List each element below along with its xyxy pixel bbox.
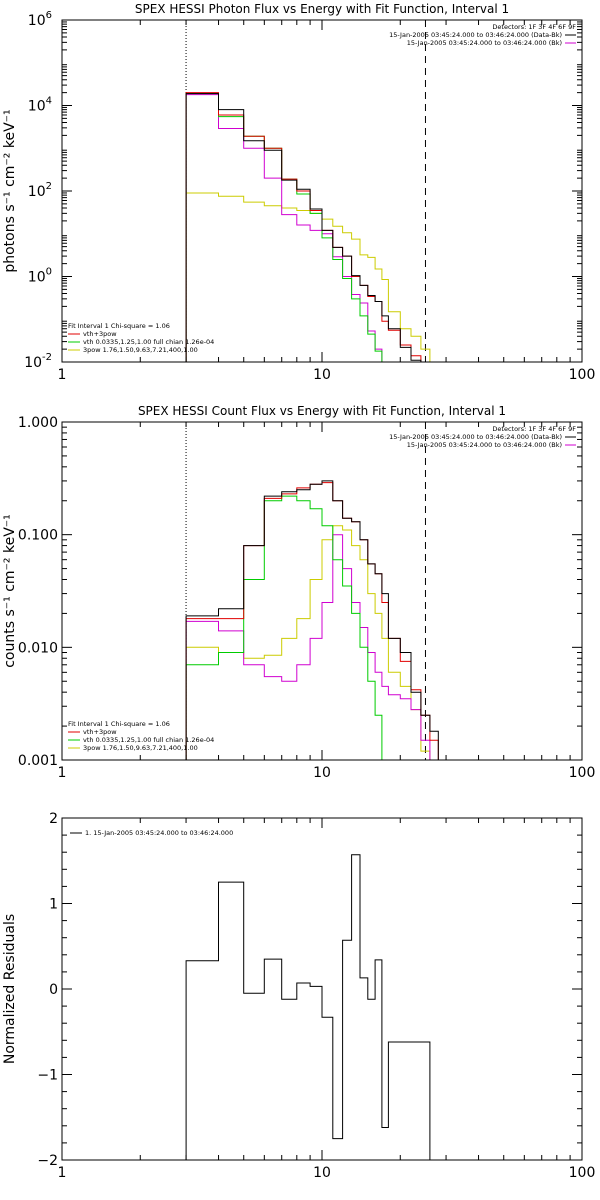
axes-frame bbox=[61, 19, 583, 363]
y-tick-exponent: 4 bbox=[46, 96, 52, 107]
y-tick-base: 10 bbox=[28, 184, 46, 200]
y-tick-label: 1.000 bbox=[18, 415, 58, 431]
x-tick-label: 10 bbox=[313, 765, 331, 781]
legend-bottomleft-label: vth 0.0335,1.25,1.00 full chian 1.26e-04 bbox=[83, 736, 214, 744]
x-tick-label: 10 bbox=[313, 1165, 331, 1181]
y-tick-exponent: 2 bbox=[46, 181, 52, 192]
legend-topright-line: Detectors: 1F 3F 4F 6F 9F bbox=[492, 425, 576, 433]
plot-area bbox=[185, 480, 439, 760]
series-vth-step-line bbox=[185, 495, 439, 760]
y-tick-label: 104 bbox=[28, 96, 52, 115]
y-tick-label: 100 bbox=[28, 267, 52, 286]
y-tick-label: 102 bbox=[28, 181, 52, 200]
legend-bottomleft-label: vth+3pow bbox=[83, 728, 117, 736]
legend-bottomleft-label: vth+3pow bbox=[83, 330, 117, 338]
plot-area bbox=[185, 92, 439, 362]
y-tick-label: −2 bbox=[37, 1153, 58, 1169]
y-tick-base: 10 bbox=[28, 270, 46, 286]
series-data-step-line bbox=[185, 854, 431, 1160]
y-tick-base: 10 bbox=[28, 99, 46, 115]
y-tick-label: 10-2 bbox=[24, 352, 52, 371]
legend-bottomleft-header: Fit Interval 1 Chi-square = 1.06 bbox=[68, 322, 170, 330]
count-flux-panel: SPEX HESSI Count Flux vs Energy with Fit… bbox=[2, 404, 595, 781]
series-3pow-step-line bbox=[185, 192, 439, 362]
series-bk-step-line bbox=[185, 94, 439, 362]
x-tick-label: 100 bbox=[569, 1165, 596, 1181]
legend-topleft-label: 1. 15-Jan-2005 03:45:24.000 to 03:46:24.… bbox=[85, 829, 233, 837]
axes-frame bbox=[61, 421, 583, 761]
residuals-panel: Normalized Residuals 1 10 100 −2 −1 0 1 2 1. 15-J… bbox=[2, 811, 595, 1181]
legend-bottomleft-header: Fit Interval 1 Chi-square = 1.06 bbox=[68, 720, 170, 728]
x-tick-label: 10 bbox=[313, 367, 331, 383]
legend-bottomleft-label: 3pow 1.76,1.50,9.63,7.21,400,1.00 bbox=[83, 744, 198, 752]
x-tick-label: 1 bbox=[58, 1165, 67, 1181]
series-bk-step-line bbox=[185, 534, 439, 760]
y-tick-label: 0.100 bbox=[18, 528, 58, 544]
y-axis-label: photons s⁻¹ cm⁻² keV⁻¹ bbox=[2, 109, 18, 272]
y-tick-exponent: -2 bbox=[42, 352, 52, 363]
y-tick-label: 0.010 bbox=[18, 640, 58, 656]
x-tick-label: 100 bbox=[569, 367, 596, 383]
x-tick-label: 1 bbox=[58, 765, 67, 781]
x-tick-label: 1 bbox=[58, 367, 67, 383]
y-tick-label: 106 bbox=[28, 10, 52, 29]
series-data-step-line bbox=[185, 480, 439, 760]
series-vth+3pow-step-line bbox=[185, 482, 439, 760]
legend-bottomleft-label: 3pow 1.76,1.50,9.63,7.21,400,1.00 bbox=[83, 346, 198, 354]
legend-bottomleft-label: vth 0.0335,1.25,1.00 full chian 1.26e-04 bbox=[83, 338, 214, 346]
series-3pow-step-line bbox=[185, 525, 439, 760]
y-tick-label: 0.001 bbox=[18, 753, 58, 769]
plot-area bbox=[185, 854, 431, 1160]
y-tick-label: 1 bbox=[49, 897, 58, 913]
legend-topright-line: 15-Jan-2005 03:45:24.000 to 03:46:24.000… bbox=[389, 433, 562, 441]
y-axis-label: Normalized Residuals bbox=[2, 914, 18, 1064]
chart-title: SPEX HESSI Count Flux vs Energy with Fit… bbox=[138, 404, 506, 418]
x-tick-label: 100 bbox=[569, 765, 596, 781]
legend-topright-line: 15-Jan-2005 03:45:24.000 to 03:46:24.000… bbox=[389, 31, 562, 39]
y-tick-base: 10 bbox=[24, 355, 42, 371]
y-tick-base: 10 bbox=[28, 13, 46, 29]
legend-topright-line: 15-Jan-2005 03:45:24.000 to 03:46:24.000… bbox=[407, 441, 562, 449]
y-tick-exponent: 0 bbox=[46, 267, 52, 278]
legend-topright-line: Detectors: 1F 3F 4F 6F 9F bbox=[492, 23, 576, 31]
y-tick-exponent: 6 bbox=[46, 10, 52, 21]
series-data-step-line bbox=[185, 93, 439, 362]
legend-topright-line: 15-Jan-2005 03:45:24.000 to 03:46:24.000… bbox=[407, 39, 562, 47]
y-axis-label: counts s⁻¹ cm⁻² keV⁻¹ bbox=[2, 514, 18, 668]
y-tick-label: 2 bbox=[49, 811, 58, 827]
photon-flux-panel: SPEX HESSI Photon Flux vs Energy with Fi… bbox=[2, 2, 595, 383]
y-tick-label: 0 bbox=[49, 982, 58, 998]
chart-title: SPEX HESSI Photon Flux vs Energy with Fi… bbox=[135, 2, 509, 16]
y-tick-label: −1 bbox=[37, 1068, 58, 1084]
